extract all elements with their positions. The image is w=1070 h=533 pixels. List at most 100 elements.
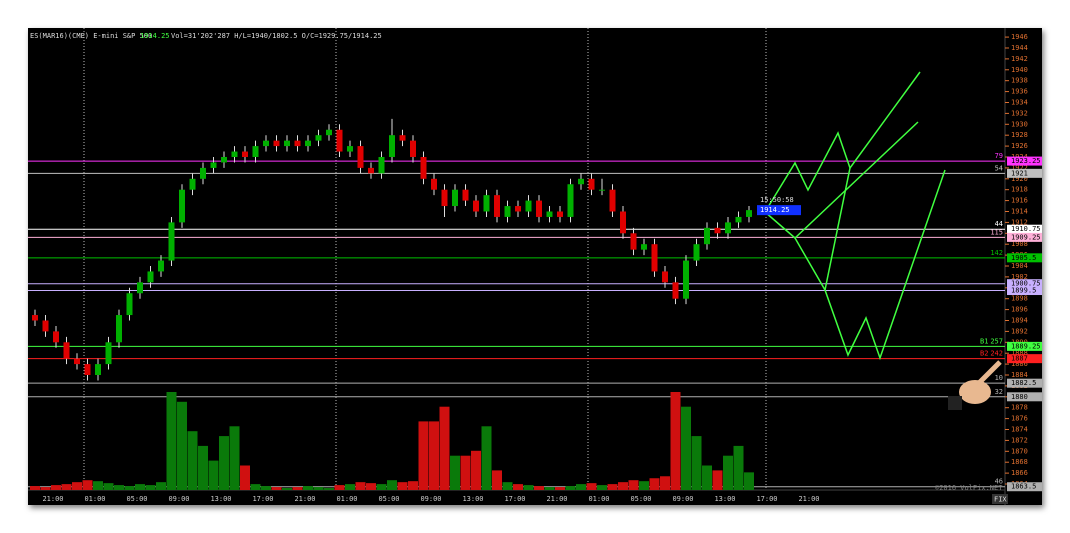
level-count: 115	[990, 228, 1003, 236]
level-box	[1007, 156, 1042, 166]
y-tick-label: 1886	[1011, 360, 1028, 368]
chart-background	[28, 28, 1042, 505]
level-count: 32	[995, 388, 1003, 396]
level-label: 1910.75	[1011, 225, 1041, 233]
candle-body	[263, 140, 269, 147]
y-tick-label: 1868	[1011, 458, 1028, 466]
x-tick-label: 17:00	[504, 495, 525, 503]
candle-body	[441, 189, 448, 207]
volume-bar	[114, 485, 124, 490]
volume-bar	[145, 485, 156, 490]
candle-body	[158, 260, 164, 272]
level-label: 1863.5	[1011, 483, 1036, 491]
candle-body	[546, 211, 553, 217]
y-tick-label: 1904	[1011, 262, 1028, 270]
candle-body	[452, 189, 458, 207]
volume-bar	[292, 487, 303, 490]
x-tick-label: 21:00	[42, 495, 63, 503]
candle-body	[641, 244, 647, 250]
volume-bar	[345, 484, 355, 490]
level-label: 1900.75	[1011, 280, 1041, 288]
volume-bar	[166, 392, 177, 490]
candle-body	[410, 140, 416, 157]
x-tick-label: 21:00	[798, 495, 819, 503]
volume-bar	[597, 485, 607, 490]
candle-body	[735, 216, 742, 223]
pointer-hand	[948, 360, 1002, 410]
candle-body	[336, 129, 343, 152]
y-tick-label: 1940	[1011, 66, 1028, 74]
header-instrument: ES(MAR16)(CME) E-mini S&P 500	[30, 32, 152, 40]
candle-body	[599, 189, 605, 191]
candle-body	[389, 135, 395, 157]
candle-body	[536, 200, 542, 217]
candle-body	[420, 156, 427, 179]
volume-bar	[502, 482, 513, 490]
candle-body	[74, 358, 80, 365]
candle-body	[651, 244, 658, 272]
x-tick-label: 09:00	[420, 495, 441, 503]
level-box	[1007, 286, 1042, 296]
level-box	[1007, 279, 1042, 289]
candle-body	[368, 167, 374, 174]
candle-body	[294, 140, 301, 147]
volume-bar	[334, 485, 345, 490]
level-count: 54	[995, 164, 1003, 172]
level-box	[1007, 253, 1042, 263]
volume-bar	[607, 484, 618, 490]
volume-bar	[387, 480, 397, 490]
volume-bar	[51, 485, 61, 490]
level-count: 257	[990, 337, 1003, 345]
volume-bar	[429, 421, 439, 490]
candle-body	[168, 222, 175, 261]
y-tick-label: 1938	[1011, 77, 1028, 85]
volume-bar	[208, 460, 219, 490]
volume-bar	[618, 482, 628, 490]
candle-body	[200, 167, 206, 179]
candle-body	[305, 140, 311, 147]
candle-body	[116, 315, 122, 343]
volume-bar	[471, 450, 481, 490]
candle-body	[326, 129, 332, 136]
level-box	[1007, 392, 1042, 402]
level-label: 1923.25	[1011, 157, 1041, 165]
y-tick-label: 1878	[1011, 404, 1028, 412]
x-tick-label: 01:00	[336, 495, 357, 503]
y-tick-label: 1934	[1011, 98, 1028, 106]
y-tick-label: 1946	[1011, 33, 1028, 41]
candle-body	[483, 195, 490, 212]
candle-body	[347, 146, 353, 152]
x-tick-label: 05:00	[378, 495, 399, 503]
y-tick-label: 1894	[1011, 316, 1028, 324]
candle-body	[693, 244, 700, 261]
watermark: ©2016 VolFix.NET	[935, 484, 1003, 492]
volume-bar	[156, 482, 166, 490]
x-tick-label: 09:00	[168, 495, 189, 503]
volume-bar	[733, 445, 744, 490]
candle-body	[725, 222, 731, 234]
volume-bar	[229, 426, 240, 490]
candle-body	[515, 206, 521, 212]
y-tick-label: 1876	[1011, 415, 1028, 423]
volume-bar	[93, 481, 103, 490]
candle-body	[315, 135, 322, 141]
candle-body	[147, 271, 154, 283]
y-tick-label: 1916	[1011, 197, 1028, 205]
volume-bar	[576, 484, 586, 490]
level-box	[1007, 482, 1042, 492]
projection	[764, 71, 946, 361]
volume-bar	[628, 480, 639, 490]
candle-body	[567, 184, 574, 217]
x-tick-label: 01:00	[588, 495, 609, 503]
candle-body	[242, 151, 248, 157]
volume-bar	[376, 484, 387, 490]
y-tick-label: 1932	[1011, 109, 1028, 117]
volume-bar	[450, 455, 460, 490]
volume-bar	[691, 436, 702, 490]
volume-bar	[177, 401, 187, 490]
candle-body	[494, 195, 500, 217]
candle-body	[126, 293, 133, 316]
fix-button[interactable]	[992, 494, 1008, 504]
volume-bar	[408, 481, 418, 490]
